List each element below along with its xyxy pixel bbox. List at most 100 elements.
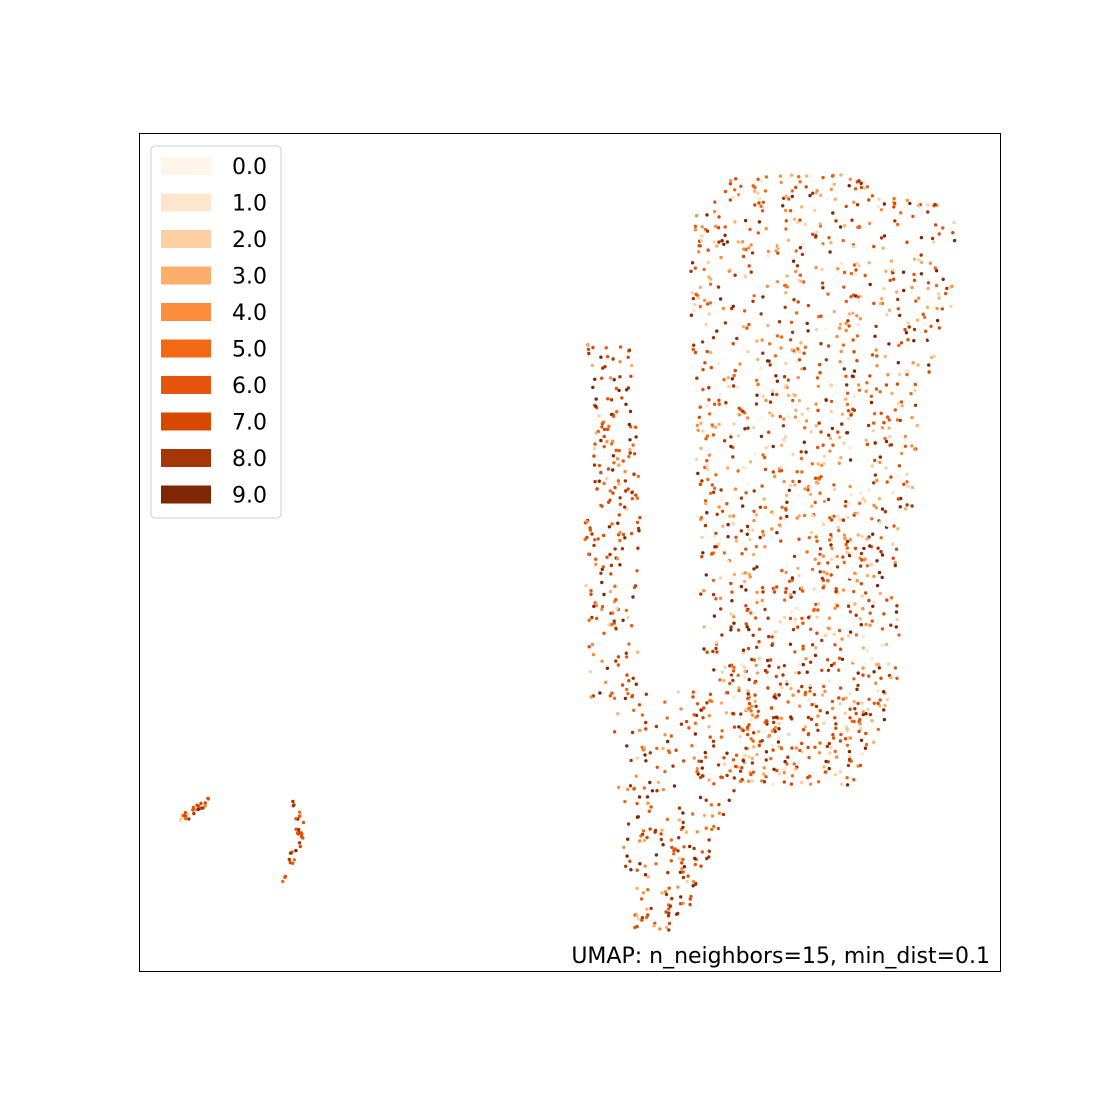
scatter-point <box>872 421 876 425</box>
scatter-point <box>769 756 773 761</box>
scatter-point <box>753 699 757 703</box>
scatter-point <box>703 298 707 303</box>
scatter-point <box>733 273 737 277</box>
scatter-point <box>671 764 675 768</box>
scatter-point <box>764 398 768 403</box>
scatter-point <box>294 827 298 831</box>
scatter-point <box>191 805 196 810</box>
scatter-point <box>725 691 729 695</box>
scatter-point <box>618 345 623 349</box>
scatter-point <box>618 502 623 507</box>
scatter-point <box>757 627 762 631</box>
scatter-point <box>852 659 856 663</box>
scatter-point <box>868 611 872 615</box>
scatter-point <box>898 505 902 509</box>
scatter-point <box>791 452 795 456</box>
scatter-point <box>636 917 641 921</box>
scatter-point <box>613 547 617 551</box>
scatter-point <box>729 706 733 710</box>
scatter-point <box>747 322 751 327</box>
scatter-point <box>810 504 814 508</box>
scatter-point <box>700 340 705 344</box>
scatter-point <box>638 515 642 520</box>
scatter-point <box>849 295 853 299</box>
scatter-point <box>782 417 786 421</box>
scatter-point <box>718 596 723 600</box>
scatter-point <box>600 376 604 380</box>
scatter-point <box>777 727 781 731</box>
scatter-point <box>667 911 671 915</box>
scatter-point <box>747 723 751 727</box>
scatter-point <box>759 179 763 184</box>
scatter-point <box>692 756 696 760</box>
scatter-point <box>873 441 877 445</box>
scatter-point <box>858 501 862 505</box>
scatter-point <box>821 286 825 290</box>
scatter-point <box>915 318 920 322</box>
scatter-point <box>739 712 743 716</box>
scatter-point <box>725 502 729 506</box>
scatter-point <box>933 202 937 207</box>
scatter-point <box>865 248 869 252</box>
scatter-point <box>890 391 894 396</box>
scatter-point <box>617 513 621 517</box>
scatter-point <box>751 277 755 282</box>
scatter-point <box>779 539 783 543</box>
scatter-point <box>787 393 791 398</box>
scatter-point <box>753 681 757 685</box>
scatter-point <box>742 780 746 784</box>
scatter-point <box>624 655 629 659</box>
scatter-point <box>882 287 886 291</box>
scatter-point <box>790 746 794 750</box>
scatter-point <box>910 485 915 490</box>
scatter-point <box>865 649 870 653</box>
scatter-point <box>786 378 790 382</box>
scatter-point <box>814 646 818 650</box>
scatter-point <box>623 479 628 483</box>
scatter-point <box>731 711 735 716</box>
scatter-point <box>646 913 650 917</box>
scatter-point <box>893 408 897 412</box>
scatter-point <box>831 736 836 740</box>
scatter-point <box>856 511 860 515</box>
scatter-point <box>857 264 861 268</box>
scatter-point <box>616 663 620 667</box>
scatter-point <box>740 727 744 731</box>
scatter-point <box>605 666 610 670</box>
scatter-point <box>732 615 736 619</box>
scatter-point <box>609 572 613 576</box>
scatter-point <box>831 733 835 737</box>
scatter-point <box>626 691 630 696</box>
scatter-point <box>917 296 921 300</box>
scatter-point <box>950 284 954 288</box>
scatter-point <box>731 195 736 200</box>
scatter-point <box>810 567 815 572</box>
scatter-point <box>838 739 843 743</box>
scatter-point <box>884 383 889 387</box>
scatter-point <box>747 677 751 682</box>
scatter-point <box>761 200 765 204</box>
scatter-point <box>840 412 844 416</box>
scatter-point <box>903 327 907 332</box>
scatter-point <box>617 463 621 467</box>
scatter-point <box>752 745 756 749</box>
scatter-point <box>809 627 813 631</box>
scatter-point <box>618 360 622 364</box>
scatter-point <box>710 423 714 427</box>
scatter-point <box>814 235 818 239</box>
scatter-point <box>663 733 667 737</box>
scatter-point <box>884 466 888 470</box>
scatter-point <box>709 350 713 355</box>
scatter-point <box>846 515 850 520</box>
scatter-point <box>635 868 639 872</box>
scatter-point <box>784 679 789 684</box>
scatter-point <box>892 196 896 201</box>
scatter-point <box>712 402 717 406</box>
scatter-point <box>617 388 621 393</box>
scatter-point <box>768 342 772 346</box>
scatter-point <box>746 426 750 430</box>
scatter-point <box>831 211 835 215</box>
scatter-point <box>861 710 865 714</box>
scatter-point <box>923 315 927 319</box>
scatter-point <box>746 689 750 693</box>
